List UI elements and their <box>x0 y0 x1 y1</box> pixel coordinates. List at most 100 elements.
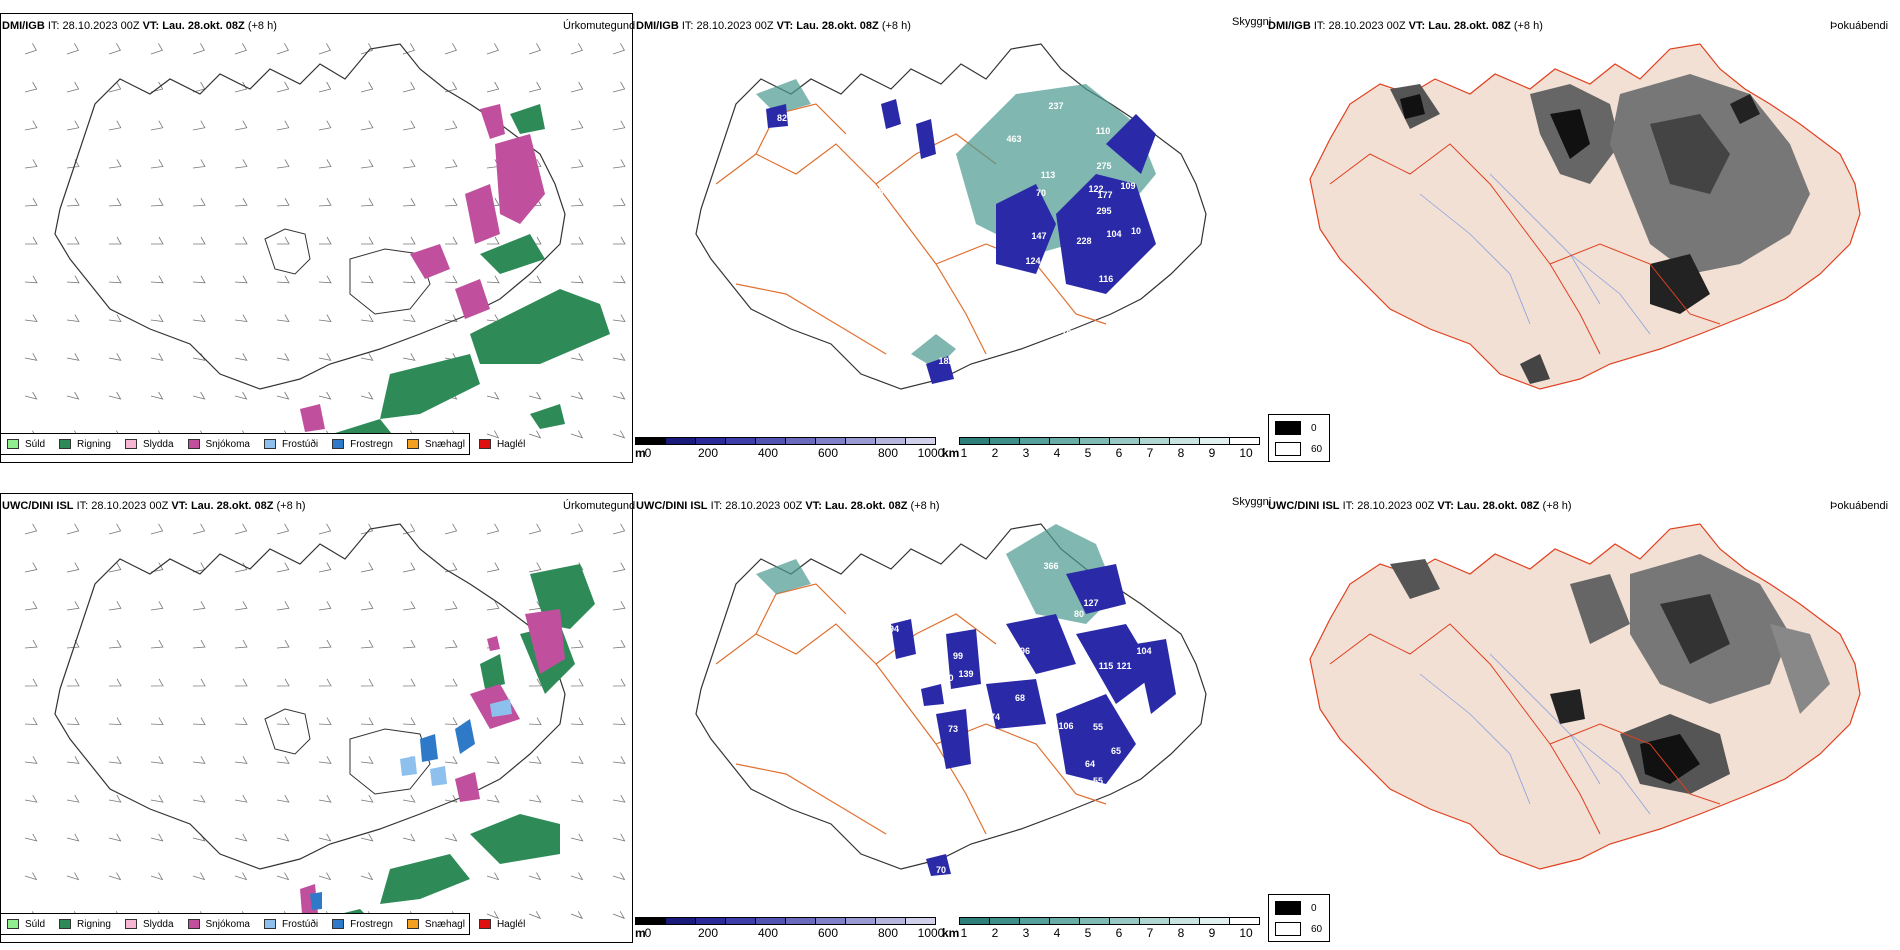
wind-barb <box>66 314 80 323</box>
iceland-coastline <box>695 43 1207 390</box>
vis-label: 275 <box>1096 161 1111 171</box>
cloudbase-colorbar: 0 200 400 600 800 1000 <box>635 917 944 940</box>
glacier-outline <box>264 708 311 755</box>
colorbar-cell <box>1169 917 1200 925</box>
wind-barb <box>360 601 374 611</box>
tick-label: 4 <box>1053 446 1061 460</box>
tick-label: 7 <box>1146 446 1154 460</box>
vis-label: 228 <box>1076 236 1091 246</box>
fog-map <box>1309 43 1861 390</box>
wind-barb <box>318 678 332 687</box>
wind-barb <box>276 275 290 284</box>
model-name: UWC/DINI ISL <box>636 500 708 512</box>
wind-barb <box>234 756 248 764</box>
tick-label: 600 <box>817 926 839 940</box>
tick-label: 3 <box>1022 926 1030 940</box>
wind-barb <box>612 275 626 284</box>
tick-label: 6 <box>1115 446 1123 460</box>
vis-label: 162 <box>1061 328 1076 338</box>
tick-label: 1000 <box>917 926 945 940</box>
wind-barb <box>570 43 583 55</box>
wind-barb <box>66 81 80 93</box>
wind-barb <box>234 717 248 726</box>
legend-label: Frostregn <box>350 438 393 450</box>
header: DMI/IGB IT: 28.10.2023 00Z VT: Lau. 28.o… <box>2 20 277 32</box>
vis-label: 120 <box>938 673 953 683</box>
wind-barb <box>402 120 416 131</box>
tick-label: 200 <box>697 446 719 460</box>
vis-label: 80 <box>1074 609 1084 619</box>
wind-barb <box>277 236 290 245</box>
vis-label: 94 <box>889 624 899 634</box>
wind-barb <box>570 523 584 535</box>
wind-barb <box>192 678 206 687</box>
wind-barb <box>150 562 164 573</box>
wind-barb <box>318 639 332 649</box>
colorbar-cells <box>959 437 1265 445</box>
lead-time: (+8 h) <box>247 20 277 32</box>
wind-barb <box>24 43 37 55</box>
precip-title: Úrkomutegund <box>563 20 636 32</box>
wind-barb <box>234 314 248 323</box>
wind-barb <box>25 236 38 245</box>
lead-time: (+8 h) <box>881 20 911 32</box>
legend-item-slydda: Slydda <box>124 439 174 450</box>
wind-barb <box>193 236 206 245</box>
vt-label: VT: Lau. 28.okt. 08Z <box>171 500 274 512</box>
wind-barb <box>570 81 584 93</box>
wind-barb <box>570 639 584 649</box>
wind-barb <box>318 198 332 207</box>
colorbar-cell <box>1079 917 1110 925</box>
wind-barb <box>24 120 38 131</box>
wind-barb <box>360 678 374 687</box>
wind-barb <box>276 391 290 400</box>
wind-barb <box>444 120 458 131</box>
wind-barbs <box>24 43 626 439</box>
vis-label: 122 <box>933 382 948 392</box>
colorbar-cell <box>1199 917 1230 925</box>
wind-barb <box>486 756 500 764</box>
tick-label: 3 <box>1022 446 1030 460</box>
vis-label: 109 <box>1120 181 1135 191</box>
colorbar-cell <box>1079 437 1110 445</box>
vis-label: 65 <box>1111 746 1121 756</box>
colorbar-cell <box>1199 437 1230 445</box>
tick-label: 9 <box>1208 446 1216 460</box>
wind-barb <box>318 353 332 361</box>
it-label: IT: <box>1313 20 1326 32</box>
precip-map-frame <box>0 13 633 463</box>
fog-legend-label: 60 <box>1311 923 1323 935</box>
cloudbase-unit: m <box>635 446 646 460</box>
legend-label: Súld <box>25 438 46 450</box>
legend-swatch <box>124 919 137 929</box>
wind-barb <box>402 601 416 611</box>
wind-barb <box>570 275 584 284</box>
cloudbase-colorbar: 0 200 400 600 800 1000 <box>635 437 944 460</box>
legend-item-snaehagl: Snæhagl <box>406 918 465 930</box>
colorbar-cell <box>1049 917 1080 925</box>
vis-label: 147 <box>1031 231 1046 241</box>
colorbar-cell <box>959 917 990 925</box>
it-value: 28.10.2023 00Z <box>1328 20 1406 32</box>
colorbar-cell <box>1229 437 1260 445</box>
legend-item-frostudi: Frostúði <box>263 439 318 450</box>
wind-barb <box>570 717 584 726</box>
wind-barb <box>66 756 80 764</box>
wind-barb <box>24 833 38 842</box>
wind-barb <box>24 198 38 207</box>
tick-label: 0 <box>644 446 652 460</box>
wind-barb <box>402 794 416 803</box>
wind-barb <box>276 639 290 649</box>
legend-label: Snæhagl <box>424 918 465 930</box>
fog-legend: 0 60 <box>1268 414 1330 462</box>
legend-label: Snjókoma <box>205 438 250 450</box>
wind-barb <box>570 872 584 881</box>
wind-barb <box>612 717 626 726</box>
wind-barb <box>612 391 626 400</box>
colorbar-cell <box>635 917 666 925</box>
model-name: DMI/IGB <box>636 20 679 32</box>
vis-label: 182 <box>938 356 953 366</box>
vis-label: 237 <box>1048 101 1063 111</box>
vis-label: 96 <box>1029 771 1039 781</box>
wind-barb <box>150 353 164 361</box>
